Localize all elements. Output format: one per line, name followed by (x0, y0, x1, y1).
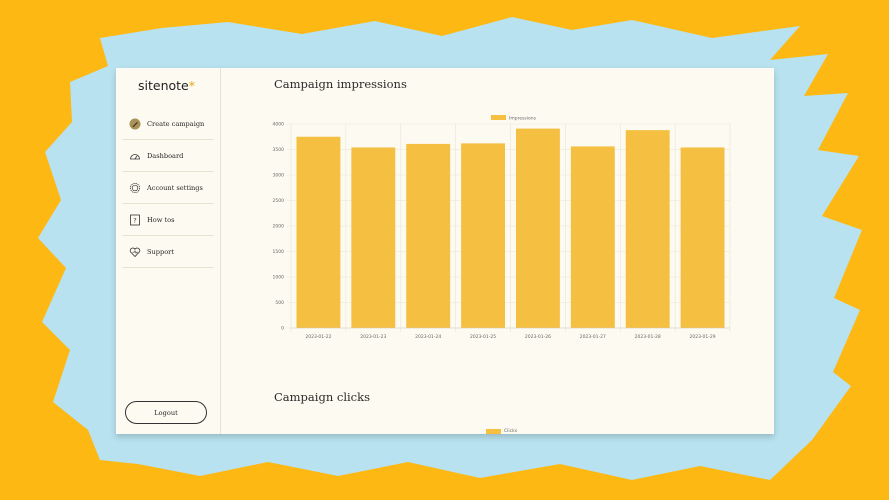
impressions-title: Campaign impressions (274, 77, 407, 91)
gear-icon (130, 182, 140, 193)
clicks-title: Campaign clicks (274, 390, 370, 404)
svg-text:?: ? (133, 216, 136, 224)
y-tick-label: 1000 (273, 275, 285, 281)
y-tick-label: 1500 (273, 249, 285, 255)
y-tick-label: 4000 (273, 122, 285, 128)
bar[interactable] (515, 128, 560, 328)
sidebar-item-support[interactable]: Support (122, 236, 214, 268)
sidebar-item-create-campaign[interactable]: Create campaign (122, 108, 214, 140)
sidebar-item-label: Dashboard (147, 151, 184, 160)
app-window: sitenote* Create campaign Dashboard (116, 68, 774, 434)
sidebar-nav: Create campaign Dashboard Account settin… (122, 108, 214, 268)
bar[interactable] (296, 136, 341, 328)
logo-star: * (188, 78, 195, 93)
bar[interactable] (570, 146, 615, 328)
clicks-legend-swatch (486, 429, 501, 434)
clicks-legend-label: Clicks (504, 429, 518, 434)
logo-text: sitenote (138, 78, 189, 93)
impressions-chart: 0 500 1000 1500 2000 2500 3000 3500 4000 2023-01-… (273, 115, 731, 340)
x-tick-label: 2023-01-29 (689, 334, 715, 340)
bar[interactable] (625, 130, 670, 328)
sidebar-item-how-tos[interactable]: ? How tos (122, 204, 214, 236)
logout-button[interactable]: Logout (125, 401, 207, 424)
gauge-icon (130, 153, 140, 159)
x-tick-label: 2023-01-23 (360, 334, 386, 340)
sidebar-item-label: Support (147, 247, 174, 256)
pencil-icon (129, 118, 141, 129)
heart-icon (129, 247, 141, 257)
y-tick-label: 3000 (273, 173, 285, 179)
x-tick-label: 2023-01-25 (470, 334, 496, 340)
x-tick-label: 2023-01-27 (580, 334, 606, 340)
sidebar-item-dashboard[interactable]: Dashboard (122, 140, 214, 172)
impressions-legend-swatch[interactable] (491, 115, 506, 120)
impressions-legend-label: Impressions (509, 115, 537, 121)
question-icon: ? (130, 214, 140, 225)
x-tick-label: 2023-01-26 (525, 334, 551, 340)
main-content: Campaign impressions 0 500 1000 1500 2000 250… (221, 68, 774, 434)
y-tick-label: 500 (275, 300, 284, 306)
sidebar-item-label: Account settings (147, 183, 203, 192)
bar[interactable] (680, 147, 725, 328)
x-tick-label: 2023-01-22 (305, 334, 331, 340)
x-tick-label: 2023-01-24 (415, 334, 441, 340)
y-tick-label: 0 (281, 326, 284, 332)
bar[interactable] (351, 147, 396, 328)
sidebar-item-label: Create campaign (147, 119, 205, 128)
clicks-legend[interactable]: Clicks (486, 429, 517, 434)
bar[interactable] (461, 143, 506, 328)
sitenote-logo[interactable]: sitenote* (138, 78, 195, 93)
sidebar: sitenote* Create campaign Dashboard (116, 68, 221, 434)
sidebar-item-label: How tos (147, 215, 175, 224)
y-tick-label: 3500 (273, 147, 285, 153)
x-tick-label: 2023-01-28 (635, 334, 661, 340)
sidebar-item-account-settings[interactable]: Account settings (122, 172, 214, 204)
bar[interactable] (406, 143, 451, 328)
y-tick-label: 2000 (273, 224, 285, 230)
y-tick-label: 2500 (273, 198, 285, 204)
